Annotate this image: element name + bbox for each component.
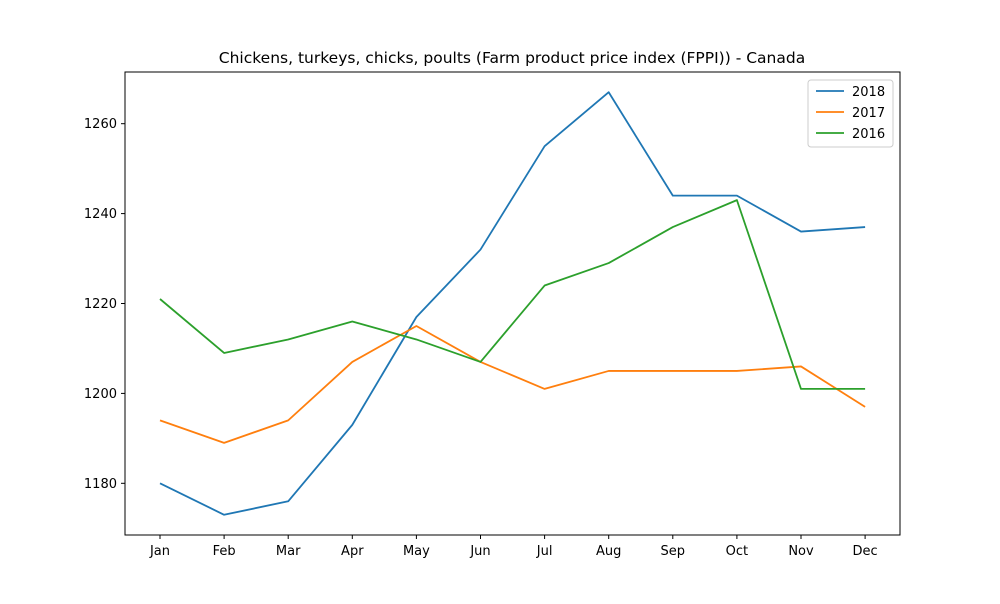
y-tick-label: 1220 xyxy=(84,297,117,312)
y-tick-label: 1240 xyxy=(84,207,117,222)
y-tick-label: 1180 xyxy=(84,477,117,492)
x-tick-label: Sep xyxy=(661,544,686,559)
plot-background xyxy=(125,72,900,535)
x-tick-label: Apr xyxy=(341,544,364,559)
x-tick-label: Aug xyxy=(596,544,621,559)
y-tick-label: 1200 xyxy=(84,387,117,402)
legend-label-2018: 2018 xyxy=(852,85,885,100)
legend-box xyxy=(807,79,894,148)
x-tick-label: Oct xyxy=(726,544,748,559)
series-lines xyxy=(159,91,866,516)
x-tick-label: Mar xyxy=(276,544,301,559)
y-tick-label: 1260 xyxy=(84,117,117,132)
x-tick-label: Feb xyxy=(213,544,236,559)
x-tick-label: May xyxy=(403,544,430,559)
legend: 2018 2017 2016 xyxy=(807,79,894,148)
x-tick-label: Dec xyxy=(853,544,878,559)
x-tick-label: Jun xyxy=(469,544,490,559)
series-line-2017 xyxy=(159,325,866,444)
y-axis: 1180 1200 1220 1240 1260 xyxy=(84,117,125,492)
x-tick-label: Nov xyxy=(788,544,814,559)
x-tick-label: Jul xyxy=(536,544,553,559)
legend-label-2016: 2016 xyxy=(852,127,885,142)
x-tick-label: Jan xyxy=(149,544,170,559)
x-axis: Jan Feb Mar Apr May Jun Jul Aug Sep Oct Nov Dec xyxy=(149,535,878,559)
legend-label-2017: 2017 xyxy=(852,106,885,121)
plot-area xyxy=(124,71,901,536)
series-line-2016 xyxy=(159,199,866,390)
series-line-2018 xyxy=(159,91,866,516)
chart-title: Chickens, turkeys, chicks, poults (Farm … xyxy=(219,49,805,67)
